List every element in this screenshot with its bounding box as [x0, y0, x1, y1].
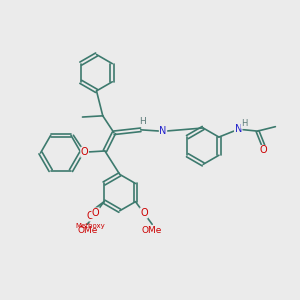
Text: OMe: OMe — [142, 226, 162, 235]
Text: O: O — [87, 211, 94, 221]
Text: H: H — [241, 119, 247, 128]
Text: OMe: OMe — [77, 226, 98, 235]
Text: O: O — [140, 208, 148, 218]
Text: O: O — [81, 147, 88, 157]
Text: N: N — [159, 126, 167, 136]
Text: N: N — [235, 124, 242, 134]
Text: O: O — [92, 208, 100, 218]
Text: O: O — [260, 146, 267, 155]
Text: H: H — [139, 117, 146, 126]
Text: Methoxy: Methoxy — [76, 223, 106, 229]
